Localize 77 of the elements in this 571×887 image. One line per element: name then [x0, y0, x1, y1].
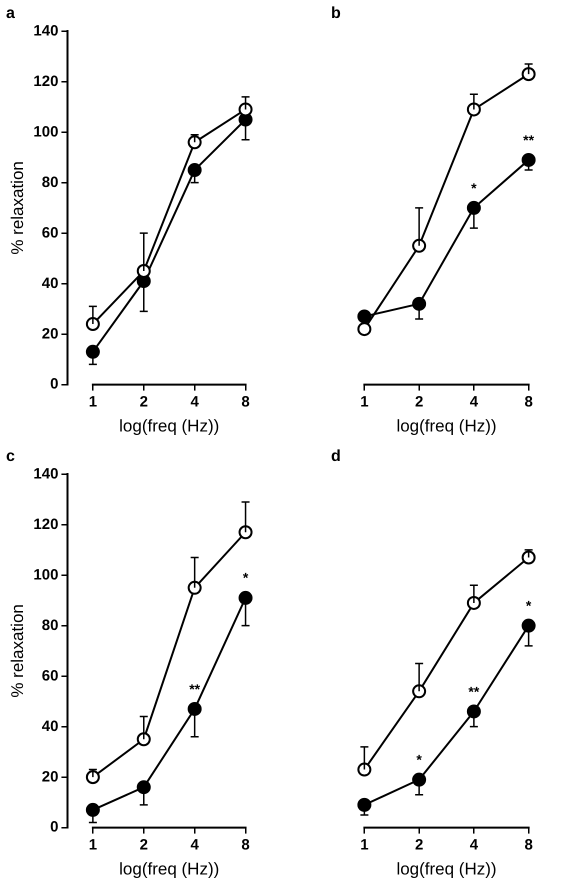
y-tick-label: 80: [42, 174, 58, 191]
x-tick-label: 4: [190, 836, 200, 854]
chart-title: c: [6, 448, 15, 466]
y-tick-label: 40: [42, 274, 58, 292]
y-tick-label: 120: [33, 516, 58, 533]
point: [412, 238, 426, 253]
point: [522, 67, 536, 82]
point: [412, 296, 426, 311]
y-tick-label: 40: [42, 718, 58, 735]
x-tick-label: 1: [360, 394, 369, 411]
x-tick-label: 1: [88, 836, 98, 854]
point: [357, 798, 372, 812]
x-tick-label: 8: [524, 394, 533, 411]
point: [357, 762, 372, 777]
annotation: *: [242, 570, 249, 586]
x-tick-label: 8: [241, 394, 250, 411]
point: [136, 732, 151, 746]
chart-title: a: [6, 5, 15, 22]
point: [466, 200, 481, 215]
x-tick-label: 4: [470, 836, 479, 854]
point: [522, 618, 536, 633]
point: [522, 152, 536, 167]
point: [86, 344, 100, 359]
point: [466, 704, 481, 718]
y-tick-label: 20: [42, 325, 58, 342]
point: [238, 590, 253, 605]
annotation: *: [416, 752, 422, 768]
point: [412, 684, 426, 698]
point: [188, 702, 202, 716]
annotation: *: [471, 180, 478, 196]
x-tick-label: 4: [190, 394, 200, 411]
point: [188, 580, 202, 595]
x-tick-label: 2: [414, 394, 424, 411]
point: [466, 596, 481, 610]
y-tick-label: 0: [50, 376, 58, 393]
point: [86, 802, 100, 817]
x-tick-label: 2: [140, 394, 148, 411]
y-tick-label: 140: [33, 465, 58, 482]
point: [357, 322, 372, 336]
y-tick-label: 20: [42, 768, 58, 786]
x-tick-label: 8: [524, 836, 533, 854]
x-tick-label: 2: [414, 836, 424, 854]
point: [357, 309, 372, 324]
y-tick-label: 80: [42, 616, 58, 634]
annotation: **: [523, 132, 535, 148]
x-tick-label: 4: [470, 394, 479, 411]
chart-title: b: [331, 5, 341, 22]
point: [188, 135, 202, 150]
x-axis-title: log(freq (Hz)): [396, 859, 497, 878]
y-tick-label: 0: [50, 818, 58, 836]
annotation: *: [526, 598, 532, 614]
x-tick-label: 1: [88, 394, 98, 411]
x-tick-label: 1: [360, 836, 369, 854]
x-axis-title: log(freq (Hz)): [119, 859, 220, 878]
y-axis-title: % relaxation: [8, 161, 27, 255]
point: [86, 317, 100, 332]
x-axis-title: log(freq (Hz)): [119, 416, 220, 436]
chart-title: d: [331, 448, 341, 466]
point: [238, 102, 253, 116]
y-tick-label: 120: [33, 72, 58, 90]
y-tick-label: 60: [42, 667, 58, 684]
y-tick-label: 140: [33, 22, 58, 40]
point: [188, 163, 202, 178]
point: [136, 780, 151, 794]
x-tick-label: 8: [241, 836, 250, 854]
y-tick-label: 60: [42, 224, 58, 242]
annotation: **: [189, 680, 201, 697]
y-tick-label: 100: [33, 123, 58, 140]
point: [412, 772, 426, 787]
point: [466, 102, 481, 116]
point: [238, 525, 253, 540]
point: [136, 264, 151, 278]
x-tick-label: 2: [140, 836, 148, 854]
annotation: **: [468, 683, 480, 700]
y-tick-label: 100: [33, 566, 58, 584]
x-axis-title: log(freq (Hz)): [396, 416, 497, 436]
y-axis-title: % relaxation: [8, 604, 27, 698]
